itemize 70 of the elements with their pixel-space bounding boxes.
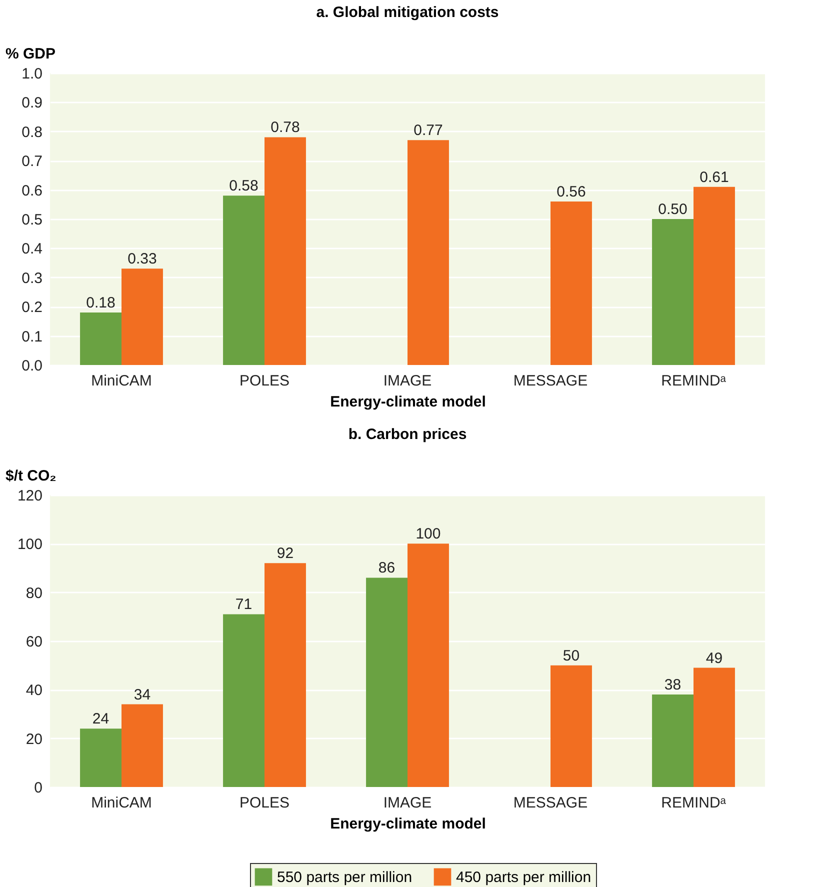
x-tick-label: REMINDᵃ	[661, 794, 726, 812]
data-label: 0.56	[556, 183, 586, 200]
bar	[223, 196, 264, 365]
data-label: 0.18	[86, 294, 116, 312]
y-tick-label: 1.0	[22, 66, 42, 82]
x-tick-label: MiniCAM	[91, 794, 152, 812]
data-label: 34	[134, 686, 151, 704]
data-label: 86	[378, 560, 396, 577]
x-axis-title: Energy-climate model	[330, 394, 486, 410]
chart-title: b. Carbon prices	[348, 426, 467, 443]
x-tick-label: MESSAGE	[513, 794, 588, 812]
data-label: 0.33	[128, 250, 157, 268]
y-tick-label: 80	[26, 584, 42, 602]
data-label: 0.50	[658, 201, 688, 218]
bar	[408, 544, 449, 787]
bar	[652, 219, 694, 365]
bar	[694, 186, 735, 365]
data-label: 24	[92, 710, 110, 728]
x-tick-label: REMINDᵃ	[661, 372, 726, 390]
data-label: 100	[416, 526, 441, 543]
bar	[223, 614, 264, 787]
y-tick-label: 0	[34, 780, 42, 796]
bar	[80, 312, 122, 365]
y-axis-title: $/t CO₂	[6, 468, 56, 484]
y-tick-label: 0.2	[22, 299, 42, 316]
data-label: 92	[276, 545, 294, 562]
bar	[80, 728, 122, 787]
x-tick-label: POLES	[239, 372, 290, 390]
legend-label: 550 parts per million	[277, 868, 412, 886]
data-label: 38	[664, 676, 682, 694]
data-label: 49	[706, 650, 723, 667]
y-axis-title: % GDP	[6, 46, 56, 62]
y-tick-label: 0.8	[22, 124, 42, 141]
data-label: 0.77	[414, 122, 443, 140]
data-label: 50	[562, 647, 580, 664]
legend-label: 450 parts per million	[456, 868, 592, 886]
bar	[550, 665, 592, 787]
y-tick-label: 0.9	[22, 94, 42, 112]
y-tick-label: 0.1	[22, 328, 42, 346]
y-tick-label: 60	[26, 634, 42, 650]
bar	[652, 694, 694, 787]
bar	[408, 140, 449, 365]
y-tick-label: 0.3	[22, 270, 42, 287]
x-tick-label: MiniCAM	[91, 372, 152, 390]
data-label: 0.78	[270, 119, 300, 136]
bar	[122, 268, 163, 365]
x-tick-label: IMAGE	[383, 372, 432, 390]
data-label: 71	[235, 596, 252, 614]
data-label: 0.61	[700, 168, 729, 186]
x-tick-label: POLES	[239, 794, 290, 812]
y-tick-label: 0.7	[22, 153, 42, 170]
x-axis-title: Energy-climate model	[330, 816, 486, 832]
x-tick-label: IMAGE	[383, 794, 432, 812]
bar	[264, 137, 306, 365]
y-tick-label: 40	[26, 682, 42, 700]
bar	[694, 668, 735, 787]
y-tick-label: 120	[17, 488, 42, 504]
bar	[550, 201, 592, 365]
y-tick-label: 100	[17, 536, 42, 554]
y-tick-label: 0.0	[22, 358, 42, 374]
x-tick-label: MESSAGE	[513, 372, 588, 390]
y-tick-label: 20	[26, 730, 42, 748]
data-label: 0.58	[229, 178, 258, 195]
bar	[366, 578, 408, 787]
y-tick-label: 0.5	[22, 212, 42, 228]
chart-title: a. Global mitigation costs	[316, 4, 499, 21]
y-tick-label: 0.6	[22, 182, 42, 200]
bar	[122, 704, 163, 787]
y-tick-label: 0.4	[22, 240, 42, 258]
bar	[264, 563, 306, 787]
